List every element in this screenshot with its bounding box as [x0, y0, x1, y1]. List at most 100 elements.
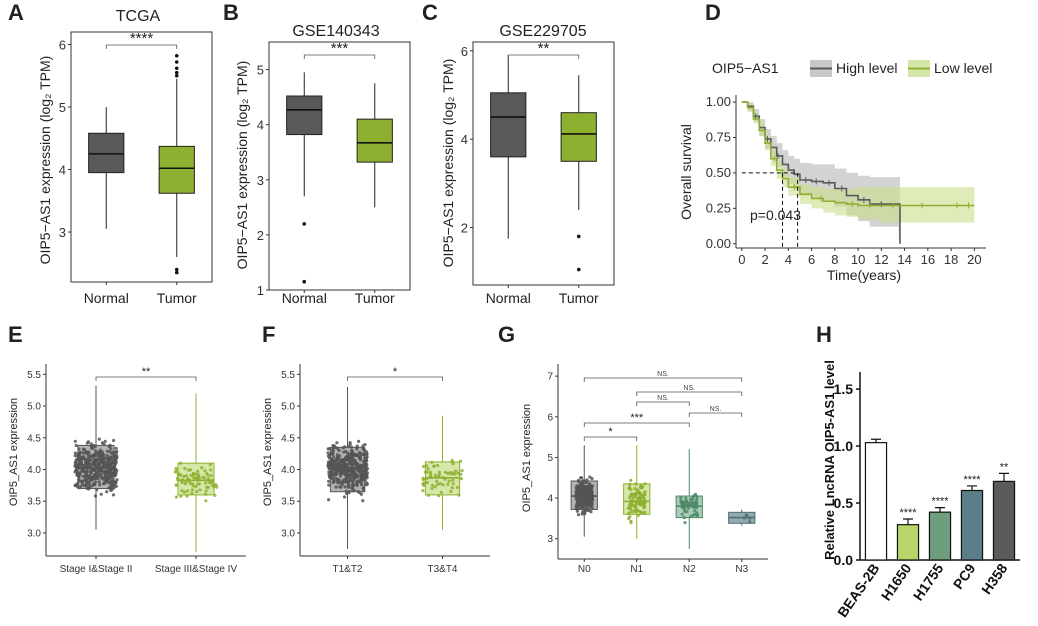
y-tick-label: 0.5 [834, 495, 854, 511]
bar-BEAS-2B [864, 442, 888, 561]
data-point [198, 488, 202, 492]
data-point [105, 453, 109, 457]
data-point [581, 481, 585, 486]
error-bar [967, 485, 977, 491]
data-point [338, 454, 342, 458]
significance: * [347, 366, 443, 381]
data-point [629, 521, 633, 525]
data-point [197, 482, 202, 486]
data-point [357, 491, 362, 495]
data-point [84, 484, 88, 488]
data-point [590, 477, 594, 481]
data-point [189, 481, 193, 486]
data-point [88, 475, 92, 479]
y-ticks: 3.0 3.5 4.0 4.5 5.0 5.5 [281, 364, 301, 556]
data-point [77, 466, 82, 470]
y-tick-label: 5 [59, 100, 66, 115]
data-point [576, 492, 580, 496]
data-point [196, 469, 200, 473]
data-point [423, 470, 428, 474]
data-point [180, 478, 185, 482]
data-point [693, 501, 698, 505]
data-point [75, 484, 79, 488]
data-point [351, 479, 355, 483]
data-point [77, 447, 81, 451]
data-point [86, 440, 90, 444]
data-point [637, 496, 642, 500]
data-point [80, 480, 84, 484]
data-point [577, 485, 581, 489]
data-point [636, 513, 640, 518]
data-point [589, 484, 593, 488]
data-point [748, 516, 752, 520]
x-axis-label: Time(years) [827, 267, 901, 283]
data-point [88, 480, 92, 484]
data-point [331, 447, 335, 451]
data-point [89, 442, 93, 446]
data-point [203, 469, 207, 473]
outlier-point [302, 279, 307, 284]
data-point [441, 475, 445, 480]
x-tick-label: N2 [683, 564, 696, 575]
data-point [78, 473, 82, 477]
y-tick-label: 5.5 [281, 370, 295, 381]
data-point [426, 493, 431, 497]
significance: ** [95, 366, 197, 381]
data-point [693, 509, 697, 513]
data-point [100, 475, 104, 479]
y-tick-label: 7 [547, 372, 553, 383]
y-tick-label: 3.5 [281, 497, 295, 508]
y-tick-label: 5.5 [27, 370, 41, 381]
data-point [327, 483, 331, 487]
data-point [588, 475, 592, 479]
data-point [588, 487, 593, 491]
x-tick-label: Tumor [157, 290, 197, 306]
median-survival-lines [741, 172, 799, 248]
data-point [205, 472, 209, 476]
data-point [695, 511, 699, 515]
data-point [204, 499, 208, 503]
significance-label: **** [899, 507, 917, 519]
x-tick-label: 10 [851, 252, 865, 267]
data-point [628, 503, 632, 507]
data-point [86, 464, 90, 468]
significance-label: NS. [657, 371, 669, 378]
y-axis-label: OIP5−AS1 expression (log₂ TPM) [37, 56, 53, 265]
data-point [182, 474, 186, 479]
data-point [587, 497, 591, 501]
data-point [326, 447, 330, 451]
data-point [91, 446, 95, 450]
x-tick-label: Tumor [559, 290, 599, 306]
data-point [174, 467, 178, 471]
data-point [85, 468, 89, 472]
error-bar [871, 438, 881, 443]
data-point [340, 459, 345, 463]
boxes [73, 385, 219, 552]
y-tick-label: 2 [461, 221, 468, 236]
data-point [327, 474, 332, 478]
data-point [575, 509, 580, 513]
significance-label: NS. [683, 385, 695, 392]
data-point [361, 486, 365, 490]
data-point [696, 513, 700, 518]
data-point [205, 485, 209, 489]
panel-f: F OIP5_AS1 expression 3.0 3.5 4.0 4.5 5.0 5.5… [262, 322, 490, 575]
data-point [425, 480, 429, 485]
data-point [351, 489, 355, 493]
bar-H1650 [896, 524, 920, 561]
outlier-point [174, 73, 179, 78]
x-tick-label: T1&T2 [332, 564, 362, 575]
x-ticks: Normal Tumor [282, 290, 395, 306]
data-point [627, 511, 631, 515]
data-point [451, 482, 455, 486]
data-point [581, 479, 585, 483]
data-point [342, 495, 347, 499]
y-tick-label: 1 [257, 283, 264, 298]
data-point [337, 449, 341, 453]
data-point [631, 493, 635, 497]
data-point [73, 451, 77, 455]
panel-label: A [8, 0, 24, 25]
significance-label: *** [331, 40, 349, 57]
data-point [96, 452, 100, 456]
x-ticks: T1&T2 T3&T4 [300, 555, 490, 575]
